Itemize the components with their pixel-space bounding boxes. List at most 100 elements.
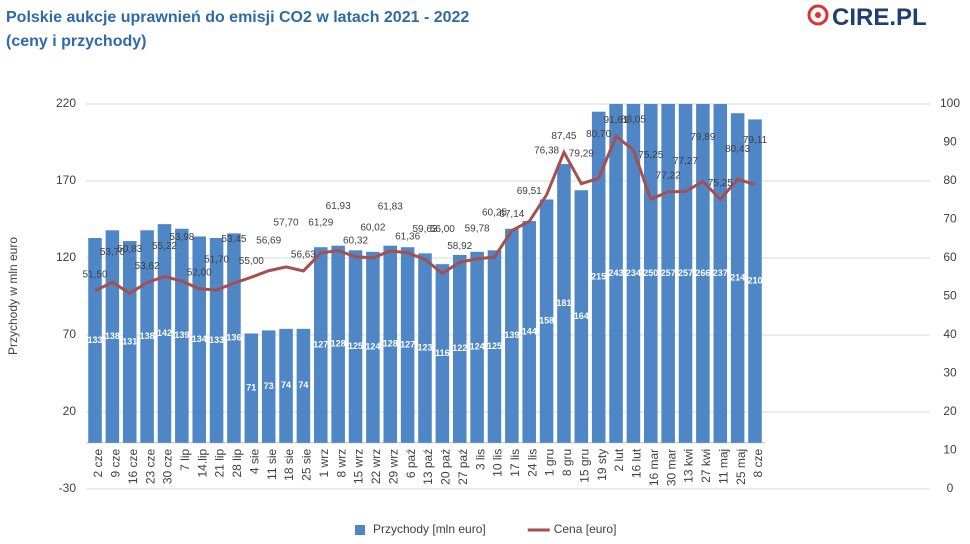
logo-icon-dot [815, 12, 821, 18]
line-label: 80,43 [725, 144, 750, 155]
bar [574, 190, 589, 443]
plot: -30 20 70 120 170 220 0 10 20 30 40 50 60 70 80 90 100 2 … [56, 96, 960, 536]
line-label: 75,25 [638, 150, 663, 161]
x-tick-label: 2 lut [612, 448, 626, 471]
line-label: 69,51 [517, 186, 542, 197]
price-line [94, 133, 756, 296]
bar-label: 144 [522, 326, 537, 336]
bar-label: 243 [609, 268, 624, 278]
line-label: 59,78 [465, 223, 490, 234]
bar-label: 237 [713, 268, 728, 278]
line-label: 67,14 [499, 209, 524, 220]
line-label: 61,29 [308, 218, 333, 229]
bar [730, 113, 745, 443]
x-tick-label: 25 sie [300, 448, 314, 480]
bar-label: 123 [417, 342, 432, 352]
bar [452, 254, 467, 443]
line-label: 60,32 [343, 235, 368, 246]
bar-label: 116 [435, 348, 450, 358]
x-tick-label: 30 mar [664, 449, 678, 486]
x-tick-label: 23 cze [143, 448, 157, 484]
logo: CIRE.PL [832, 4, 927, 31]
line-label: 50,83 [117, 244, 142, 255]
chart-title: Polskie aukcje uprawnień do emisji CO2 w… [6, 9, 469, 26]
bar-label: 131 [122, 336, 137, 346]
bar-label: 127 [313, 339, 328, 349]
bar [366, 251, 380, 443]
line-label: 61,93 [326, 201, 351, 212]
y2-tick-label: 70 [943, 212, 957, 226]
bar [435, 264, 450, 443]
bar [244, 333, 259, 443]
x-tick-label: 8 wrz [334, 449, 348, 478]
line-label: 79,11 [743, 135, 768, 146]
bar [279, 328, 293, 443]
y-axis-label: Przychody w mln euro [6, 237, 20, 355]
bar [626, 104, 641, 443]
y2-tick-label: 80 [943, 173, 957, 187]
line-label: 75,25 [708, 178, 733, 189]
bar-label: 215 [591, 272, 606, 282]
line-label: 87,45 [551, 131, 576, 142]
y-tick-label: -30 [59, 481, 77, 495]
bar-label: 133 [209, 335, 224, 345]
bar-label: 127 [400, 339, 415, 349]
x-tick-label: 27 kwi [699, 449, 713, 483]
bar-label: 73 [264, 381, 274, 391]
bar [296, 328, 311, 443]
line-label: 53,70 [100, 247, 125, 258]
bar [314, 247, 328, 443]
line-label: 58,92 [447, 241, 472, 252]
chart-subtitle: (ceny i przychody) [6, 33, 146, 50]
y-tick-label: 120 [56, 250, 76, 264]
bar-label: 74 [298, 380, 308, 390]
y2-tick-label: 50 [943, 289, 957, 303]
line-label: 57,70 [274, 217, 299, 228]
bar-label: 128 [383, 339, 398, 349]
bar-label: 257 [678, 268, 693, 278]
line-label: 53,45 [221, 234, 246, 245]
y2-tick-label: 40 [943, 327, 957, 341]
x-tick-label: 8 gru [560, 449, 574, 476]
bar-label: 139 [174, 330, 189, 340]
x-tick-label: 25 maj [734, 449, 748, 485]
bar [609, 104, 623, 443]
x-tick-label: 13 kwi [682, 449, 696, 483]
bar-label: 266 [695, 268, 710, 278]
y2-tick-label: 90 [943, 135, 957, 149]
x-tick-label: 21 lip [213, 448, 227, 477]
x-tick-label: 8 cze [751, 448, 765, 477]
line-label: 91,61 [604, 115, 629, 126]
x-tick-label: 11 maj [716, 449, 730, 484]
line-label: 55,00 [239, 256, 264, 267]
bar [713, 104, 728, 443]
x-tick-label: 1 gru [543, 449, 557, 476]
bar-label: 181 [556, 298, 571, 308]
bar-label: 133 [87, 335, 102, 345]
line-label: 88,05 [621, 115, 646, 126]
line-label: 79,89 [690, 132, 715, 143]
bar-label: 124 [470, 342, 485, 352]
x-tick-label: 15 wrz [352, 449, 366, 484]
bar-label: 142 [157, 328, 172, 338]
bar-label: 124 [365, 342, 380, 352]
line-label: 56,00 [430, 224, 455, 235]
x-tick-label: 22 wrz [369, 449, 383, 484]
x-tick-label: 30 cze [161, 448, 175, 484]
line-label: 60,02 [360, 223, 385, 234]
y-tick-label: 170 [56, 173, 76, 187]
line-label: 77,22 [656, 170, 681, 181]
x-tick-label: 3 lis [473, 449, 487, 470]
bar-label: 234 [626, 268, 641, 278]
y-tick-label: 20 [63, 404, 77, 418]
y2-tick-label: 30 [943, 366, 957, 380]
y2-tick-label: 60 [943, 250, 957, 264]
x-tick-label: 14.lip [195, 448, 209, 477]
bar-label: 138 [140, 331, 155, 341]
bar [522, 221, 536, 443]
x-tick-label: 9 cze [109, 448, 123, 477]
line-label: 76,38 [534, 146, 559, 157]
bar-label: 214 [730, 272, 745, 282]
line-label: 53,98 [169, 232, 194, 243]
